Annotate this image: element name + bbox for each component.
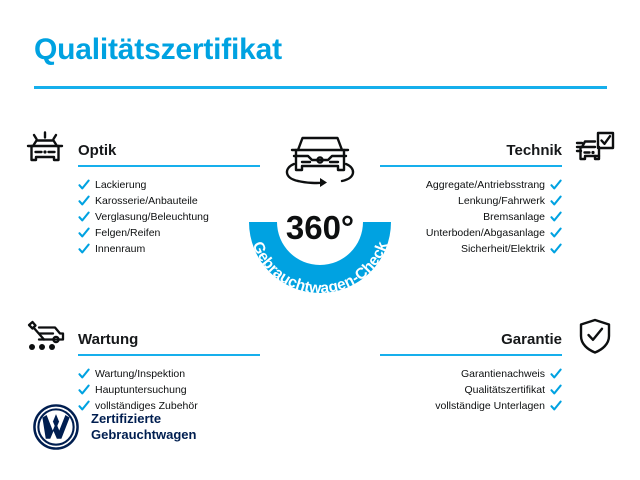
car-shine-icon <box>22 126 68 168</box>
car-rotate-icon <box>285 136 355 187</box>
list-item: Unterboden/Abgasanlage <box>388 225 562 241</box>
list-item-label: Hauptuntersuchung <box>95 384 187 396</box>
section-wartung: Wartung Wartung/Inspektion Hauptuntersuc… <box>22 315 262 414</box>
section-optik-divider <box>78 165 260 167</box>
section-optik-header: Optik <box>22 126 262 168</box>
check-icon <box>550 400 562 411</box>
vw-logo <box>33 404 79 450</box>
list-item: Sicherheit/Elektrik <box>388 241 562 257</box>
section-optik-title: Optik <box>78 142 117 159</box>
section-wartung-title: Wartung <box>78 331 139 348</box>
list-item: Bremsanlage <box>388 209 562 225</box>
optik-checklist: Lackierung Karosserie/Anbauteile Verglas… <box>22 177 262 257</box>
section-technik-divider <box>380 165 562 167</box>
footer-line-1: Zertifizierte <box>91 411 162 426</box>
check-icon <box>78 211 90 222</box>
check-icon <box>550 179 562 190</box>
check-icon <box>550 227 562 238</box>
car-check-icon <box>572 126 618 168</box>
check-icon <box>550 368 562 379</box>
list-item-label: Bremsanlage <box>483 211 545 223</box>
list-item-label: Qualitätszertifikat <box>464 384 545 396</box>
section-garantie-header: Garantie <box>380 315 618 357</box>
section-garantie: Garantie Garantienachweis Qualitätszerti… <box>380 315 618 414</box>
list-item: vollständige Unterlagen <box>388 398 562 414</box>
check-icon <box>78 243 90 254</box>
footer-text: Zertifizierte Gebrauchtwagen <box>91 411 196 443</box>
badge-ring <box>249 222 391 293</box>
section-technik: Technik Aggregate/Antriebsstrang Lenkung… <box>380 126 618 257</box>
list-item: Felgen/Reifen <box>78 225 262 241</box>
check-icon <box>550 384 562 395</box>
shield-check-icon <box>572 315 618 357</box>
section-wartung-heading: Wartung <box>68 331 262 357</box>
list-item-label: Lenkung/Fahrwerk <box>458 195 545 207</box>
badge-center-label: 360° <box>286 209 354 246</box>
list-item: Aggregate/Antriebsstrang <box>388 177 562 193</box>
list-item-label: Felgen/Reifen <box>95 227 161 239</box>
section-wartung-header: Wartung <box>22 315 262 357</box>
footer-brand: Zertifizierte Gebrauchtwagen <box>33 404 196 450</box>
left-column: Optik Lackierung Karosserie/Anbauteile V… <box>22 120 262 414</box>
list-item-label: vollständige Unterlagen <box>435 400 545 412</box>
list-item-label: Garantienachweis <box>460 368 545 380</box>
list-item: Verglasung/Beleuchtung <box>78 209 262 225</box>
section-optik: Optik Lackierung Karosserie/Anbauteile V… <box>22 126 262 257</box>
list-item: Innenraum <box>78 241 262 257</box>
technik-checklist: Aggregate/Antriebsstrang Lenkung/Fahrwer… <box>388 177 618 257</box>
check-icon <box>550 243 562 254</box>
list-item-label: Karosserie/Anbauteile <box>95 195 198 207</box>
section-garantie-heading: Garantie <box>380 331 572 357</box>
list-item: Qualitätszertifikat <box>388 382 562 398</box>
title-divider <box>34 86 607 89</box>
check-icon <box>78 227 90 238</box>
check-icon <box>550 195 562 206</box>
section-garantie-title: Garantie <box>501 331 562 348</box>
section-wartung-divider <box>78 354 260 356</box>
360-check-badge: 360° Gebrauchtwagen-Check <box>228 112 412 308</box>
list-item-label: Sicherheit/Elektrik <box>460 243 545 255</box>
list-item: Lackierung <box>78 177 262 193</box>
section-technik-header: Technik <box>380 126 618 168</box>
check-icon <box>78 179 90 190</box>
section-optik-heading: Optik <box>68 142 262 168</box>
list-item-label: Aggregate/Antriebsstrang <box>425 179 545 191</box>
check-icon <box>78 195 90 206</box>
list-item: vollständiges Zubehör <box>78 398 262 414</box>
section-technik-title: Technik <box>506 142 562 159</box>
list-item-label: Innenraum <box>95 243 146 255</box>
wrench-car-icon <box>22 315 68 357</box>
list-item: Karosserie/Anbauteile <box>78 193 262 209</box>
footer-line-2: Gebrauchtwagen <box>91 427 197 442</box>
page-title: Qualitätszertifikat <box>34 33 282 66</box>
list-item-label: Unterboden/Abgasanlage <box>425 227 545 239</box>
check-icon <box>78 384 90 395</box>
check-icon <box>78 368 90 379</box>
check-icon <box>550 211 562 222</box>
right-column: Technik Aggregate/Antriebsstrang Lenkung… <box>380 120 618 414</box>
section-technik-heading: Technik <box>380 142 572 168</box>
list-item-label: Verglasung/Beleuchtung <box>95 211 209 223</box>
list-item: Hauptuntersuchung <box>78 382 262 398</box>
list-item: Wartung/Inspektion <box>78 366 262 382</box>
list-item-label: vollständiges Zubehör <box>95 400 198 412</box>
section-garantie-divider <box>380 354 562 356</box>
list-item: Lenkung/Fahrwerk <box>388 193 562 209</box>
check-icon <box>78 400 90 411</box>
list-item-label: Lackierung <box>95 179 147 191</box>
wartung-checklist: Wartung/Inspektion Hauptuntersuchung vol… <box>22 366 262 414</box>
garantie-checklist: Garantienachweis Qualitätszertifikat vol… <box>388 366 618 414</box>
list-item: Garantienachweis <box>388 366 562 382</box>
list-item-label: Wartung/Inspektion <box>95 368 186 380</box>
